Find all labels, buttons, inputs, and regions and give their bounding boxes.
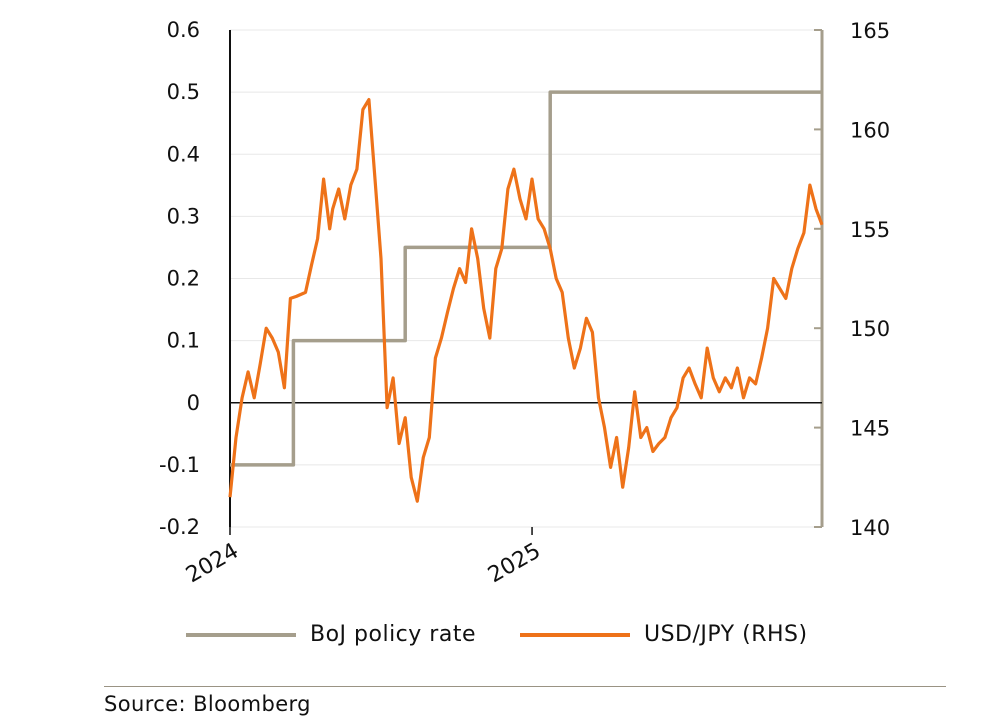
right-tick-label: 160 <box>850 118 890 142</box>
x-tick-label: 2025 <box>484 539 545 589</box>
legend-label-boj: BoJ policy rate <box>310 622 476 647</box>
legend-item-boj[interactable]: BoJ policy rate <box>186 622 476 647</box>
left-tick-label: 0.1 <box>167 329 200 353</box>
left-tick-label: -0.2 <box>159 515 200 539</box>
axes <box>229 30 824 527</box>
left-tick-label: 0.5 <box>167 80 200 104</box>
left-tick-label: 0.6 <box>167 18 200 42</box>
left-tick-label: 0.3 <box>167 204 200 228</box>
left-tick-label: -0.1 <box>159 453 200 477</box>
legend-swatch-usdjpy <box>519 632 630 637</box>
legend: BoJ policy rate USD/JPY (RHS) <box>186 622 852 647</box>
right-axis-ticks: 165 160 155 150 145 140 <box>814 19 890 540</box>
legend-item-usdjpy[interactable]: USD/JPY (RHS) <box>519 622 808 647</box>
left-tick-label: 0.2 <box>167 267 200 291</box>
right-tick-label: 155 <box>850 218 890 242</box>
right-tick-label: 150 <box>850 317 890 341</box>
x-tick-label: 2024 <box>182 539 243 589</box>
left-tick-label: 0.4 <box>167 142 200 166</box>
chart-svg: 0.6 0.5 0.4 0.3 0.2 0.1 0 -0.1 -0.2 165 160 155 150… <box>159 18 890 588</box>
series-group <box>228 90 824 503</box>
source-note: Source: Bloomberg <box>104 692 311 716</box>
left-axis-ticks: 0.6 0.5 0.4 0.3 0.2 0.1 0 -0.1 -0.2 <box>159 18 200 539</box>
legend-swatch-boj <box>186 632 296 637</box>
legend-label-usdjpy: USD/JPY (RHS) <box>643 622 808 647</box>
right-tick-label: 165 <box>850 19 890 43</box>
right-tick-label: 140 <box>850 516 890 540</box>
left-tick-label: 0 <box>187 391 200 415</box>
usdjpy-line <box>228 97 824 503</box>
gridlines <box>230 29 822 528</box>
source-divider <box>104 686 946 687</box>
x-axis-ticks: 2024 2025 <box>182 527 545 588</box>
right-tick-label: 145 <box>850 417 890 441</box>
boj-policy-rate-line <box>230 90 822 467</box>
